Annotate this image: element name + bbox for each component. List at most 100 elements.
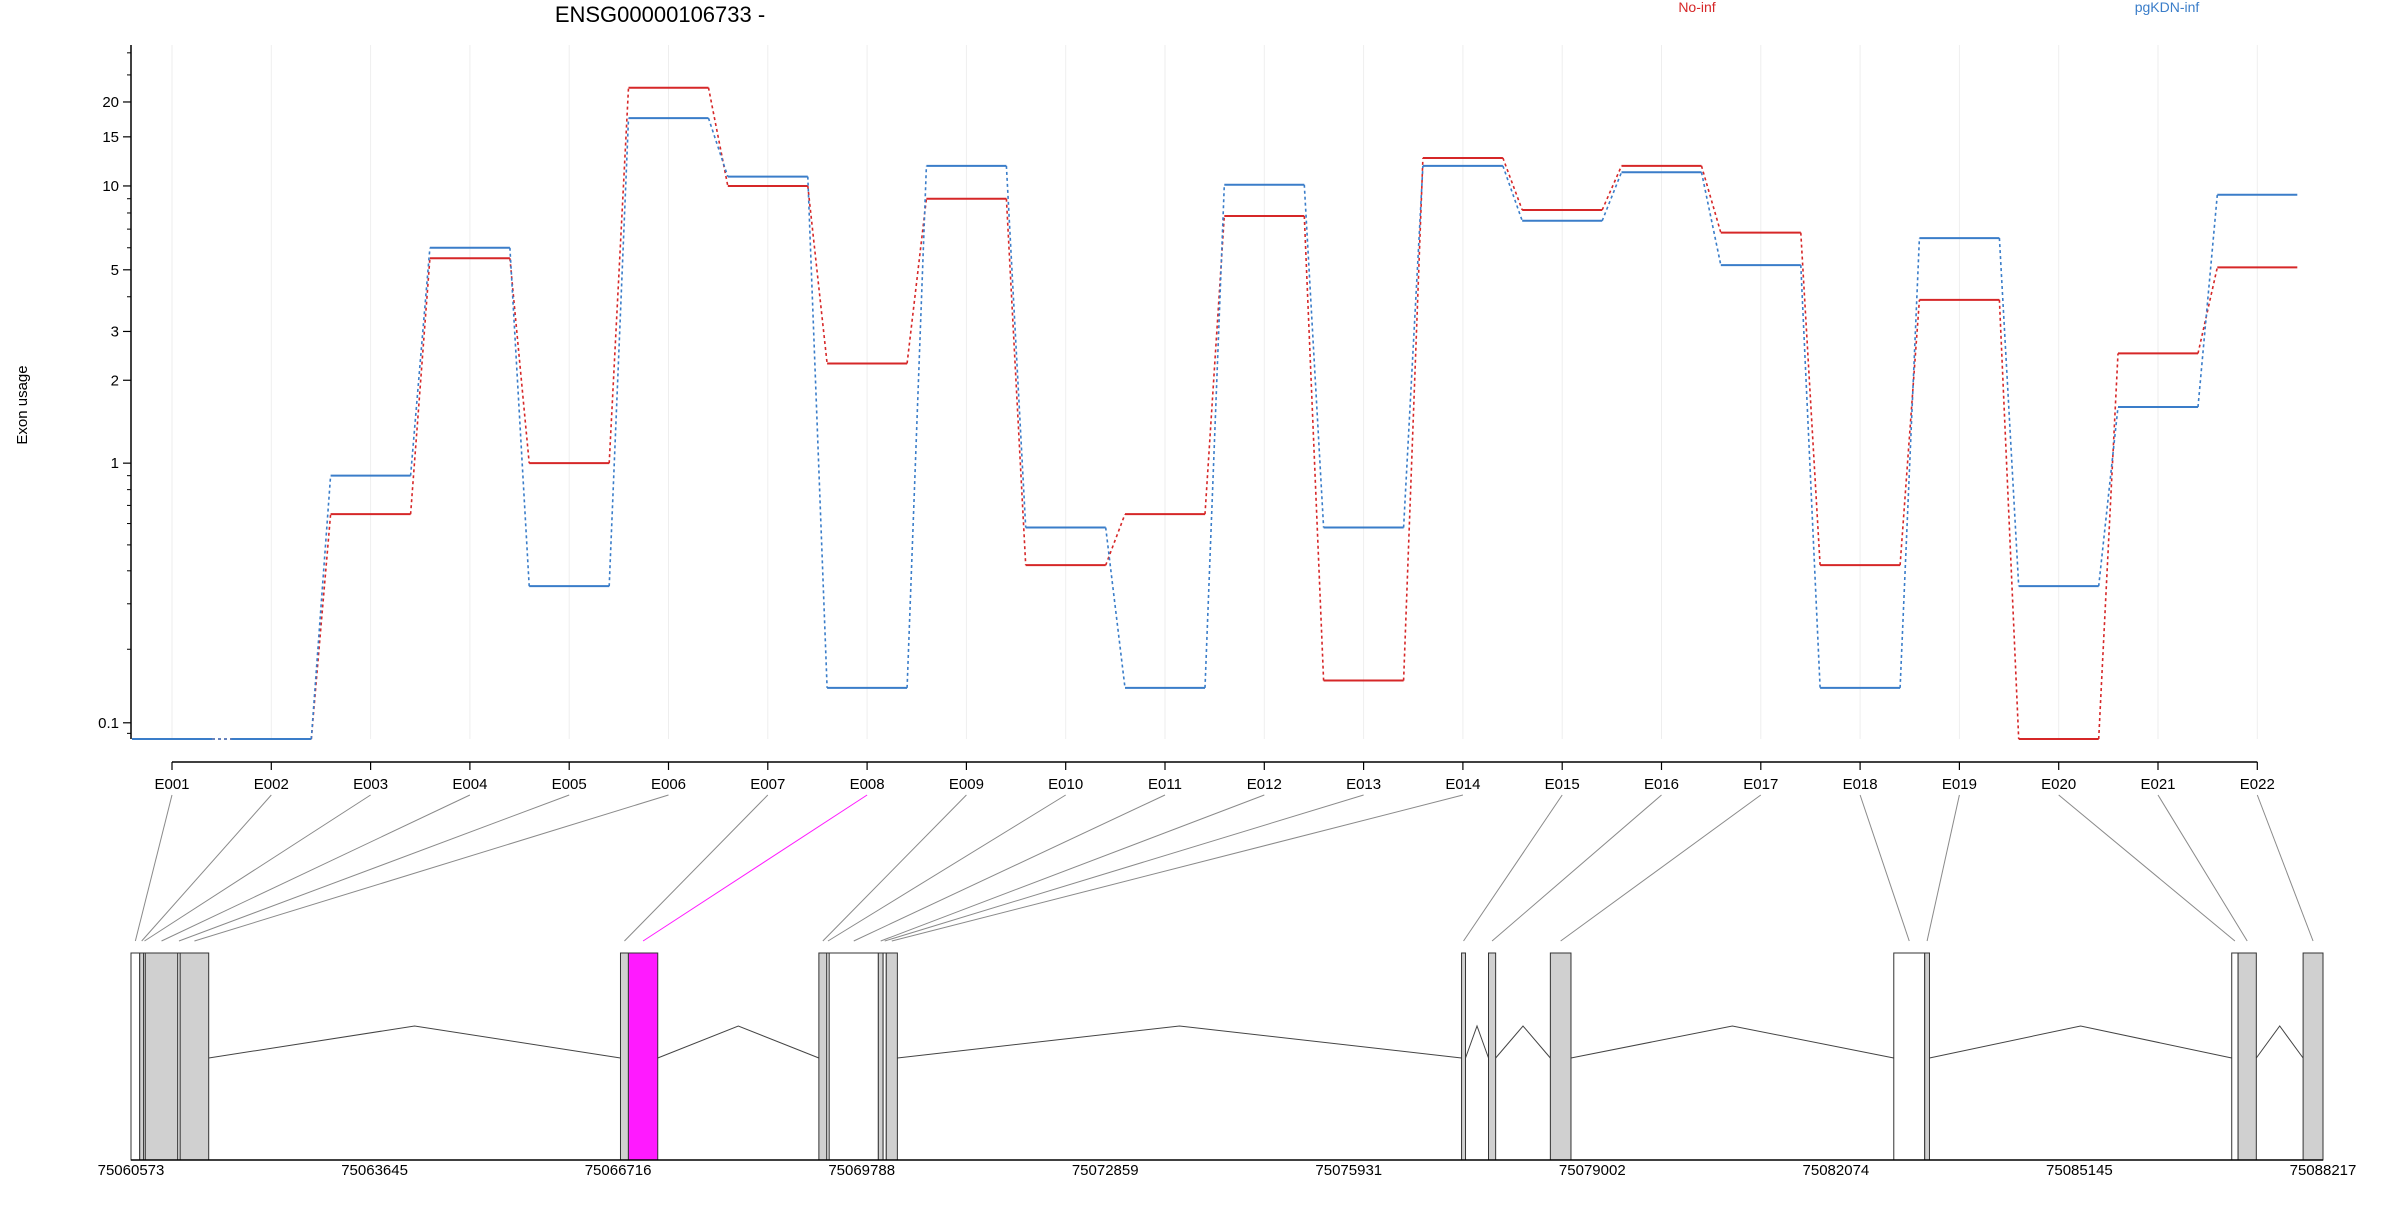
series-connector [2097,406,2119,587]
series-connector [2197,194,2219,408]
exon-connector-e002 [141,794,272,942]
y-tick-label: 1 [111,455,119,472]
intron-line [897,1025,1462,1059]
series-connector [807,185,828,364]
intron-line [657,1025,820,1059]
y-tick-label: 20 [102,94,119,111]
series-connector [509,247,530,587]
series-connector [1402,157,1424,681]
y-axis-label: Exon usage [14,365,31,444]
exon-connector-e021 [2157,794,2248,942]
exon-box-e017 [1549,952,1572,1161]
exon-connector-e011 [853,794,1166,942]
series-connector [2197,267,2219,354]
x-tick-label-e021: E021 [2140,776,2175,793]
series-connector [1104,527,1126,688]
series-connector [707,87,729,187]
series-no-inf [132,86,2298,740]
x-tick-label-e014: E014 [1445,776,1480,793]
series-connector [1998,238,2020,587]
exon-connector-e019 [1926,794,1960,942]
y-tick-label: 0.1 [98,715,119,732]
series-connector [310,475,332,740]
series-connector [1899,238,1921,688]
exon-connector-e016 [1491,794,1662,942]
genomic-tick-label: 75072859 [1072,1162,1139,1179]
x-tick-label-e022: E022 [2240,776,2275,793]
x-tick-label-e005: E005 [552,776,587,793]
exon-box-e001 [130,952,141,1161]
series-connector [1204,184,1226,688]
series-pgkdn-inf [132,117,2298,740]
x-tick-label-e016: E016 [1644,776,1679,793]
series-connector [707,117,729,177]
intron-line [1465,1024,1489,1059]
exon-box-e019 [1924,952,1930,1161]
exon-connector-e001 [134,794,173,942]
series-connector [1998,299,2020,740]
genomic-tick-label: 75082074 [1803,1162,1870,1179]
series-connector [509,258,530,464]
x-tick-label-e020: E020 [2041,776,2076,793]
x-tick-label-e011: E011 [1148,776,1182,793]
x-tick-label-e003: E003 [353,776,388,793]
intron-line [1929,1025,2232,1059]
x-tick-label-e010: E010 [1048,776,1083,793]
exon-box-e020 [2231,952,2239,1161]
exon-connector-e018 [1859,794,1910,942]
series-connector [1005,198,1027,566]
plot-area: 0.1 1 2 3 5 10 15 20 E001 E002 E003 E004 E005 E006 E00… [98,45,2298,793]
x-tick-label-e001: E001 [154,776,189,793]
genomic-tick-label: 75075931 [1315,1162,1382,1179]
exon-connector-e020 [2058,794,2236,942]
exon-box-e011 [828,952,879,1161]
x-tick-label-e019: E019 [1942,776,1977,793]
series-connector [1800,265,1821,688]
exon-connector-e013 [884,794,1364,942]
exon-box-e016 [1488,952,1497,1161]
exon-box-e022 [2302,952,2324,1161]
series-connector [608,118,630,587]
exon-connector-e008 [642,794,868,942]
exon-connector-e007 [624,794,769,942]
genomic-tick-label: 75069788 [828,1162,895,1179]
series-connector [310,514,332,740]
series-connector [1402,165,1424,528]
exon-connector-e006 [194,794,669,942]
exon-connector-e015 [1463,794,1563,942]
exon-box-e004 [144,952,179,1161]
exon-connector-e010 [827,794,1066,942]
exon-box-e008 [627,952,659,1161]
legend-label-no-inf: No-inf [1678,0,1715,15]
x-tick-label-e002: E002 [254,776,289,793]
genomic-tick-label: 75085145 [2046,1162,2113,1179]
series-connector [409,247,431,476]
x-tick-label-e013: E013 [1346,776,1381,793]
series-connector [1800,232,1821,566]
intron-line [1495,1025,1551,1059]
genomic-tick-label: 75079002 [1559,1162,1626,1179]
series-connector [2097,353,2119,740]
exon-box-e009 [818,952,828,1161]
series-connector [409,258,431,515]
exon-connector-e004 [161,794,471,942]
exon-box-e007 [619,952,629,1161]
genomic-tick-label: 75060573 [98,1162,165,1179]
y-tick-label: 2 [111,372,119,389]
exon-box-e006 [179,952,210,1161]
exon-connector-e022 [2256,794,2314,942]
exon-connector-e012 [880,794,1265,942]
x-tick-label-e018: E018 [1843,776,1878,793]
x-tick-label-e009: E009 [949,776,984,793]
exon-box-e021 [2237,952,2257,1161]
genomic-tick-label: 75066716 [585,1162,652,1179]
y-tick-label: 10 [102,178,119,195]
exon-connector-e009 [822,794,967,942]
y-tick-label: 15 [102,129,119,146]
exon-connector-e014 [891,794,1464,942]
x-tick-label-e017: E017 [1743,776,1778,793]
intron-line [1570,1025,1894,1059]
gene-model: 75060573 75063645 75066716 75069788 75072859… [98,794,2356,1179]
y-tick-label: 3 [111,323,119,340]
